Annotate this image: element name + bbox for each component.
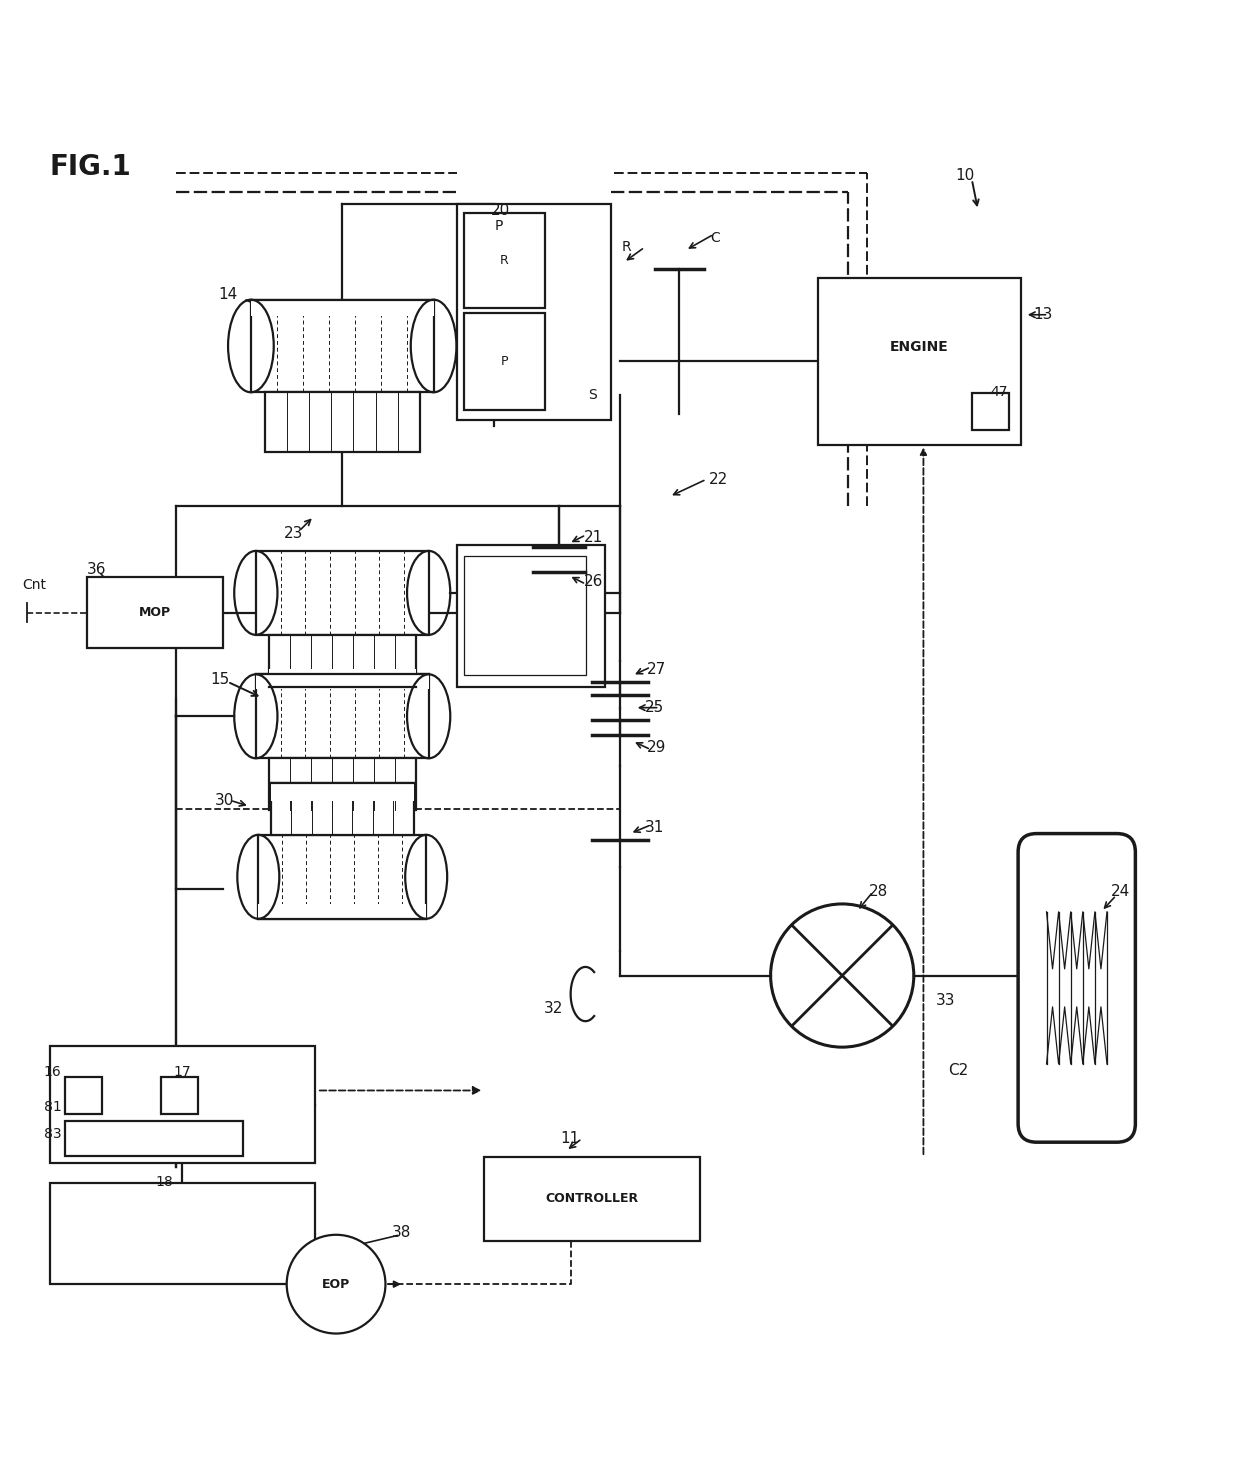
Bar: [270, 782, 414, 802]
Text: 14: 14: [218, 286, 238, 302]
Bar: [269, 759, 415, 811]
Text: 83: 83: [43, 1126, 61, 1141]
Text: 13: 13: [1033, 307, 1053, 322]
Text: 18: 18: [156, 1175, 174, 1189]
Text: P: P: [501, 356, 508, 368]
Bar: [264, 393, 420, 452]
Text: 29: 29: [647, 740, 667, 754]
Text: S: S: [588, 388, 596, 402]
Text: P: P: [495, 219, 502, 233]
Text: 47: 47: [991, 385, 1008, 399]
Bar: [255, 674, 429, 759]
Text: 17: 17: [174, 1064, 191, 1079]
Text: C: C: [711, 231, 720, 245]
Text: 30: 30: [215, 793, 234, 808]
Text: R: R: [621, 240, 631, 255]
Text: 20: 20: [490, 203, 510, 218]
Bar: [458, 545, 605, 686]
Bar: [972, 393, 1009, 430]
Bar: [269, 668, 415, 686]
Bar: [465, 313, 544, 411]
Text: 23: 23: [284, 526, 304, 541]
Bar: [270, 782, 414, 834]
Bar: [458, 205, 611, 419]
Bar: [255, 674, 429, 689]
Text: 22: 22: [709, 471, 728, 486]
Text: 33: 33: [936, 993, 956, 1008]
Text: C2: C2: [949, 1063, 968, 1077]
Bar: [250, 299, 434, 393]
Text: 28: 28: [869, 885, 889, 900]
Text: 11: 11: [559, 1131, 579, 1146]
Bar: [258, 904, 427, 919]
Text: 25: 25: [645, 700, 663, 716]
Text: MOP: MOP: [139, 606, 171, 619]
Bar: [255, 551, 429, 634]
Text: 27: 27: [647, 662, 666, 677]
Circle shape: [286, 1235, 386, 1334]
Text: 38: 38: [392, 1224, 410, 1240]
Bar: [484, 1157, 701, 1240]
Text: 10: 10: [956, 167, 975, 184]
Text: 32: 32: [543, 1002, 563, 1017]
Bar: [465, 556, 587, 676]
Bar: [269, 634, 415, 686]
Text: 81: 81: [43, 1100, 61, 1114]
Text: 24: 24: [1111, 885, 1131, 900]
Bar: [64, 1077, 102, 1114]
Bar: [50, 1183, 315, 1285]
Bar: [258, 834, 427, 919]
Text: 36: 36: [87, 562, 107, 576]
Bar: [64, 1122, 243, 1156]
Text: FIG.1: FIG.1: [50, 153, 131, 181]
FancyBboxPatch shape: [1018, 833, 1136, 1143]
Text: 16: 16: [43, 1064, 61, 1079]
Text: R: R: [500, 253, 508, 267]
Text: 31: 31: [645, 820, 665, 834]
Bar: [87, 576, 222, 649]
Bar: [250, 299, 434, 316]
Bar: [161, 1077, 198, 1114]
Text: 26: 26: [584, 574, 603, 590]
Text: 15: 15: [210, 671, 229, 686]
Bar: [50, 1046, 315, 1163]
Bar: [817, 279, 1022, 445]
Text: 21: 21: [584, 531, 603, 545]
Text: CONTROLLER: CONTROLLER: [546, 1193, 639, 1205]
Text: Cnt: Cnt: [22, 578, 47, 593]
Text: EOP: EOP: [322, 1277, 350, 1291]
Bar: [465, 212, 544, 308]
Text: ENGINE: ENGINE: [890, 339, 949, 354]
